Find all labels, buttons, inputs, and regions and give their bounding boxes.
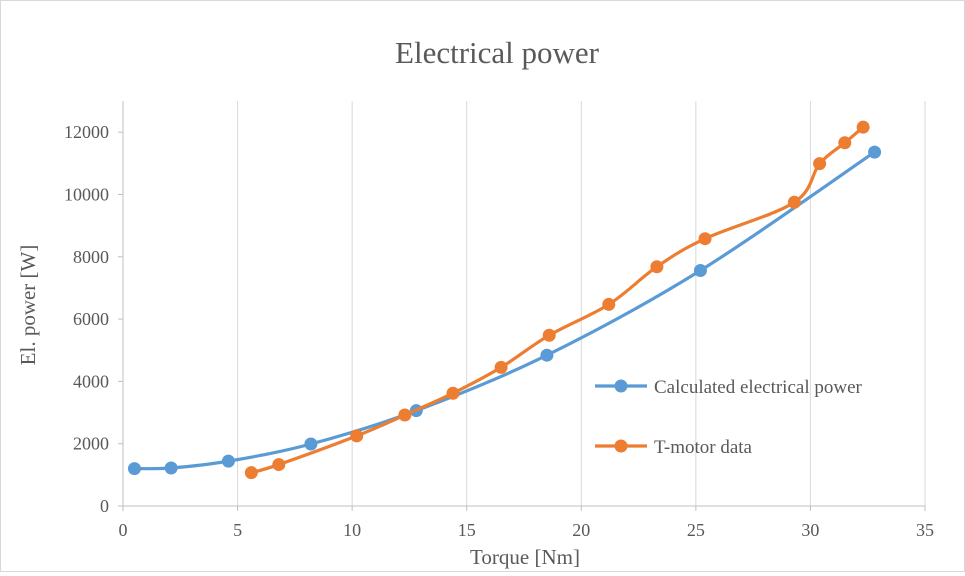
x-tick-label: 30 [801, 520, 819, 540]
grid-lines [237, 101, 926, 506]
series-line [249, 125, 865, 475]
series-0 [127, 145, 882, 476]
chart-title: Electrical power [395, 35, 600, 70]
y-tick-label: 8000 [73, 247, 109, 267]
data-point [221, 454, 235, 468]
data-point [542, 328, 556, 342]
legend: Calculated electrical power T-motor data [595, 377, 863, 458]
legend-item-1: T-motor data [595, 437, 753, 458]
series-1 [244, 120, 870, 480]
y-tick-label: 10000 [64, 184, 109, 204]
x-tick-label: 15 [458, 520, 476, 540]
data-point [838, 136, 852, 150]
x-tick-label: 25 [687, 520, 705, 540]
x-tick-label: 0 [119, 520, 128, 540]
series-line [132, 150, 877, 471]
legend-label: Calculated electrical power [654, 377, 863, 398]
y-tick-label: 12000 [64, 122, 109, 142]
data-point [602, 297, 616, 311]
y-tick-label: 2000 [73, 434, 109, 454]
data-point [446, 386, 460, 400]
y-tick-label: 0 [100, 496, 109, 516]
series-group [127, 120, 882, 480]
data-point [698, 232, 712, 246]
data-point [127, 462, 141, 476]
legend-label: T-motor data [654, 437, 753, 458]
data-point [856, 120, 870, 134]
data-point [693, 263, 707, 277]
data-point [650, 260, 664, 274]
data-point [272, 458, 286, 472]
data-point [164, 461, 178, 475]
legend-item-0: Calculated electrical power [595, 377, 863, 398]
data-point [350, 429, 364, 443]
data-point [304, 437, 318, 451]
tick-labels: 0 2000 4000 6000 8000 10000 12000 0 5 10 15 20 25 30 3… [64, 122, 934, 540]
x-tick-label: 10 [343, 520, 361, 540]
data-point [244, 466, 258, 480]
data-point [494, 360, 508, 374]
y-axis-title: El. power [W] [16, 245, 40, 366]
data-point [813, 157, 827, 171]
data-point [540, 348, 554, 362]
x-tick-label: 35 [916, 520, 934, 540]
y-tick-label: 6000 [73, 309, 109, 329]
legend-swatch-marker [614, 379, 628, 393]
x-axis-title: Torque [Nm] [470, 545, 580, 569]
data-point [868, 145, 882, 159]
data-point [398, 408, 412, 422]
axes [118, 101, 926, 511]
legend-swatch-marker [614, 439, 628, 453]
x-tick-label: 20 [572, 520, 590, 540]
x-tick-label: 5 [233, 520, 242, 540]
data-point [787, 195, 801, 209]
y-tick-label: 4000 [73, 371, 109, 391]
